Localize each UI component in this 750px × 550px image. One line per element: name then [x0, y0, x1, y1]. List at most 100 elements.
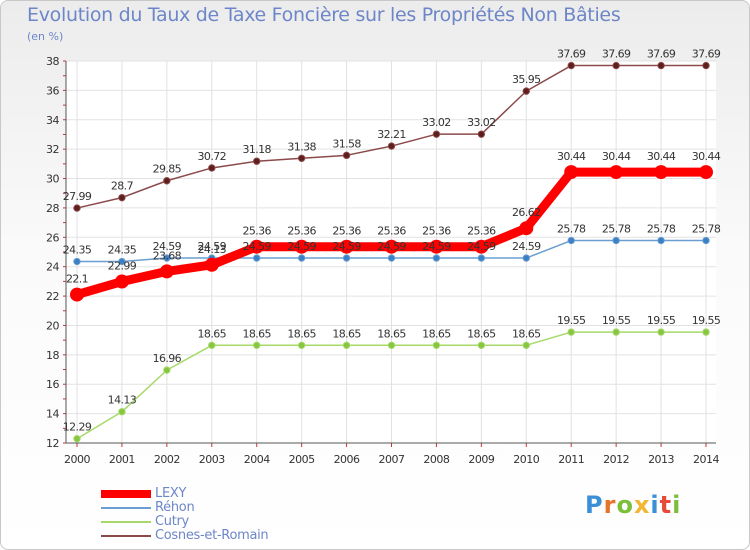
data-label-cosnes-et-romain: 37.69	[692, 48, 721, 61]
data-point-r-hon	[657, 236, 665, 245]
x-tick-label: 2001	[109, 453, 135, 466]
legend-label: Cutry	[155, 514, 189, 529]
data-point-cosnes-et-romain	[253, 157, 261, 165]
data-label-r-hon: 24.35	[63, 244, 92, 257]
data-label-cutry: 18.65	[422, 327, 451, 340]
y-tick-label: 24	[46, 261, 59, 274]
legend-swatch	[101, 521, 151, 523]
legend-label: Réhon	[155, 500, 195, 515]
data-label-cutry: 18.65	[198, 327, 227, 340]
x-tick-label: 2010	[513, 453, 539, 466]
data-label-r-hon: 24.59	[377, 240, 406, 253]
data-point-cosnes-et-romain	[342, 151, 351, 160]
data-label-cosnes-et-romain: 33.02	[422, 116, 451, 129]
data-label-lexy: 22.1	[66, 273, 88, 286]
data-label-cosnes-et-romain: 32.21	[377, 128, 406, 141]
data-label-cosnes-et-romain: 31.18	[242, 143, 271, 156]
data-point-r-hon	[163, 254, 171, 262]
y-tick-label: 18	[46, 349, 59, 362]
data-label-cutry: 12.29	[63, 421, 92, 434]
data-label-cutry: 18.65	[377, 327, 406, 340]
data-point-cosnes-et-romain	[118, 193, 126, 202]
data-label-r-hon: 25.78	[692, 223, 721, 236]
x-tick-label: 2004	[244, 453, 270, 466]
data-label-r-hon: 24.59	[242, 240, 271, 253]
data-point-r-hon	[297, 254, 306, 262]
data-label-r-hon: 24.59	[512, 240, 541, 253]
data-point-cutry	[342, 341, 351, 349]
data-point-cutry	[657, 328, 665, 336]
data-label-r-hon: 24.59	[153, 240, 182, 253]
data-point-cutry	[612, 328, 620, 336]
data-point-lexy	[294, 239, 309, 254]
data-point-cosnes-et-romain	[163, 177, 171, 185]
x-tick-label: 2007	[379, 453, 405, 466]
data-point-cutry	[208, 341, 216, 349]
data-label-cutry: 19.55	[602, 314, 631, 327]
data-label-lexy: 24.13	[198, 243, 227, 256]
data-label-cutry: 18.65	[467, 327, 496, 340]
data-label-lexy: 23.68	[153, 249, 182, 262]
data-label-cutry: 19.55	[557, 314, 586, 327]
x-tick-label: 2013	[648, 453, 674, 466]
x-tick-label: 2003	[199, 453, 225, 466]
data-point-lexy	[70, 287, 84, 302]
x-tick-label: 2000	[64, 453, 90, 466]
data-point-lexy	[519, 221, 534, 236]
y-tick-label: 26	[46, 231, 59, 244]
data-label-lexy: 25.36	[467, 225, 496, 238]
data-label-cutry: 19.55	[692, 314, 721, 327]
data-point-lexy	[564, 165, 579, 180]
y-tick-label: 36	[46, 84, 59, 97]
data-label-lexy: 30.44	[692, 150, 721, 163]
data-label-cosnes-et-romain: 27.99	[63, 190, 92, 203]
data-label-lexy: 25.36	[377, 225, 406, 238]
data-point-cosnes-et-romain	[387, 142, 396, 150]
data-label-cutry: 18.65	[512, 327, 541, 340]
legend-swatch	[101, 535, 151, 537]
logo-letter: x	[633, 491, 651, 519]
y-tick-label: 30	[46, 173, 59, 186]
data-point-cosnes-et-romain	[657, 61, 665, 70]
y-tick-label: 22	[46, 290, 59, 303]
x-tick-label: 2005	[289, 453, 315, 466]
logo-letter: i	[672, 491, 682, 519]
data-point-cutry	[567, 328, 575, 336]
data-label-r-hon: 24.35	[108, 244, 137, 257]
data-label-cutry: 18.65	[242, 327, 271, 340]
data-point-r-hon	[342, 254, 351, 262]
data-label-cosnes-et-romain: 37.69	[557, 48, 586, 61]
data-point-cosnes-et-romain	[477, 130, 486, 138]
data-label-lexy: 25.36	[332, 225, 361, 238]
logo-letter: o	[616, 491, 634, 519]
data-point-cosnes-et-romain	[567, 61, 575, 70]
data-label-r-hon: 24.59	[332, 240, 361, 253]
data-label-r-hon: 24.59	[467, 240, 496, 253]
data-label-r-hon: 24.59	[287, 240, 316, 253]
data-label-cosnes-et-romain: 37.69	[602, 48, 631, 61]
data-point-lexy	[654, 165, 669, 180]
legend-label: Cosnes-et-Romain	[155, 528, 269, 543]
x-tick-label: 2006	[334, 453, 360, 466]
data-label-lexy: 25.36	[422, 225, 451, 238]
data-point-lexy	[429, 239, 444, 254]
x-tick-label: 2011	[558, 453, 584, 466]
data-point-r-hon	[432, 254, 441, 262]
legend-swatch	[101, 490, 151, 498]
data-point-r-hon	[567, 236, 575, 245]
x-tick-label: 2014	[693, 453, 719, 466]
data-label-lexy: 30.44	[557, 150, 586, 163]
data-point-cutry	[163, 366, 171, 374]
data-point-cutry	[73, 435, 81, 443]
legend-label: LEXY	[155, 486, 187, 501]
data-point-lexy	[609, 165, 624, 180]
data-point-cutry	[477, 341, 486, 349]
data-label-lexy: 30.44	[602, 150, 631, 163]
data-point-cosnes-et-romain	[208, 164, 216, 172]
y-tick-label: 28	[46, 202, 59, 215]
y-tick-label: 16	[46, 378, 59, 391]
data-point-cosnes-et-romain	[73, 204, 81, 212]
data-label-cosnes-et-romain: 35.95	[512, 73, 541, 86]
data-point-r-hon	[522, 254, 530, 262]
